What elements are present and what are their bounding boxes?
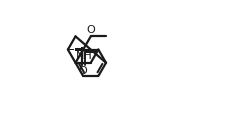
Text: NH: NH	[76, 51, 93, 61]
Text: O: O	[86, 25, 95, 35]
Text: O: O	[79, 66, 88, 76]
